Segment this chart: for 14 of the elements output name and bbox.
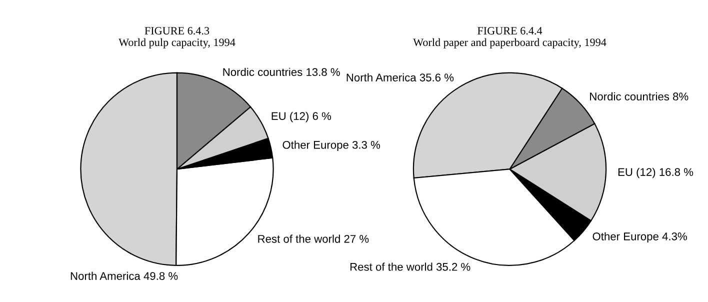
slice-label: Other Europe 4.3% (592, 232, 687, 243)
chart-title: FIGURE 6.4.4 (478, 27, 542, 35)
chart-subtitle: World paper and paperboard capacity, 1994 (413, 38, 606, 48)
slice-label: EU (12) 6 % (272, 112, 332, 122)
slice-label: EU (12) 16.8 % (618, 168, 694, 178)
slice-label: Nordic countries 13.8 % (223, 68, 340, 76)
slice-label: Nordic countries 8% (590, 92, 688, 100)
slice-label: Rest of the world 35.2 % (350, 262, 470, 271)
slice-label: Rest of the world 27 % (258, 234, 369, 243)
slice-label: North America 35.6 % (346, 73, 454, 82)
slice-label: North America 49.8 % (70, 272, 178, 280)
chart-title: FIGURE 6.4.3 (144, 27, 210, 35)
slice-label: Other Europe 3.3 % (282, 140, 380, 152)
chart-subtitle: World pulp capacity, 1994 (118, 38, 236, 48)
